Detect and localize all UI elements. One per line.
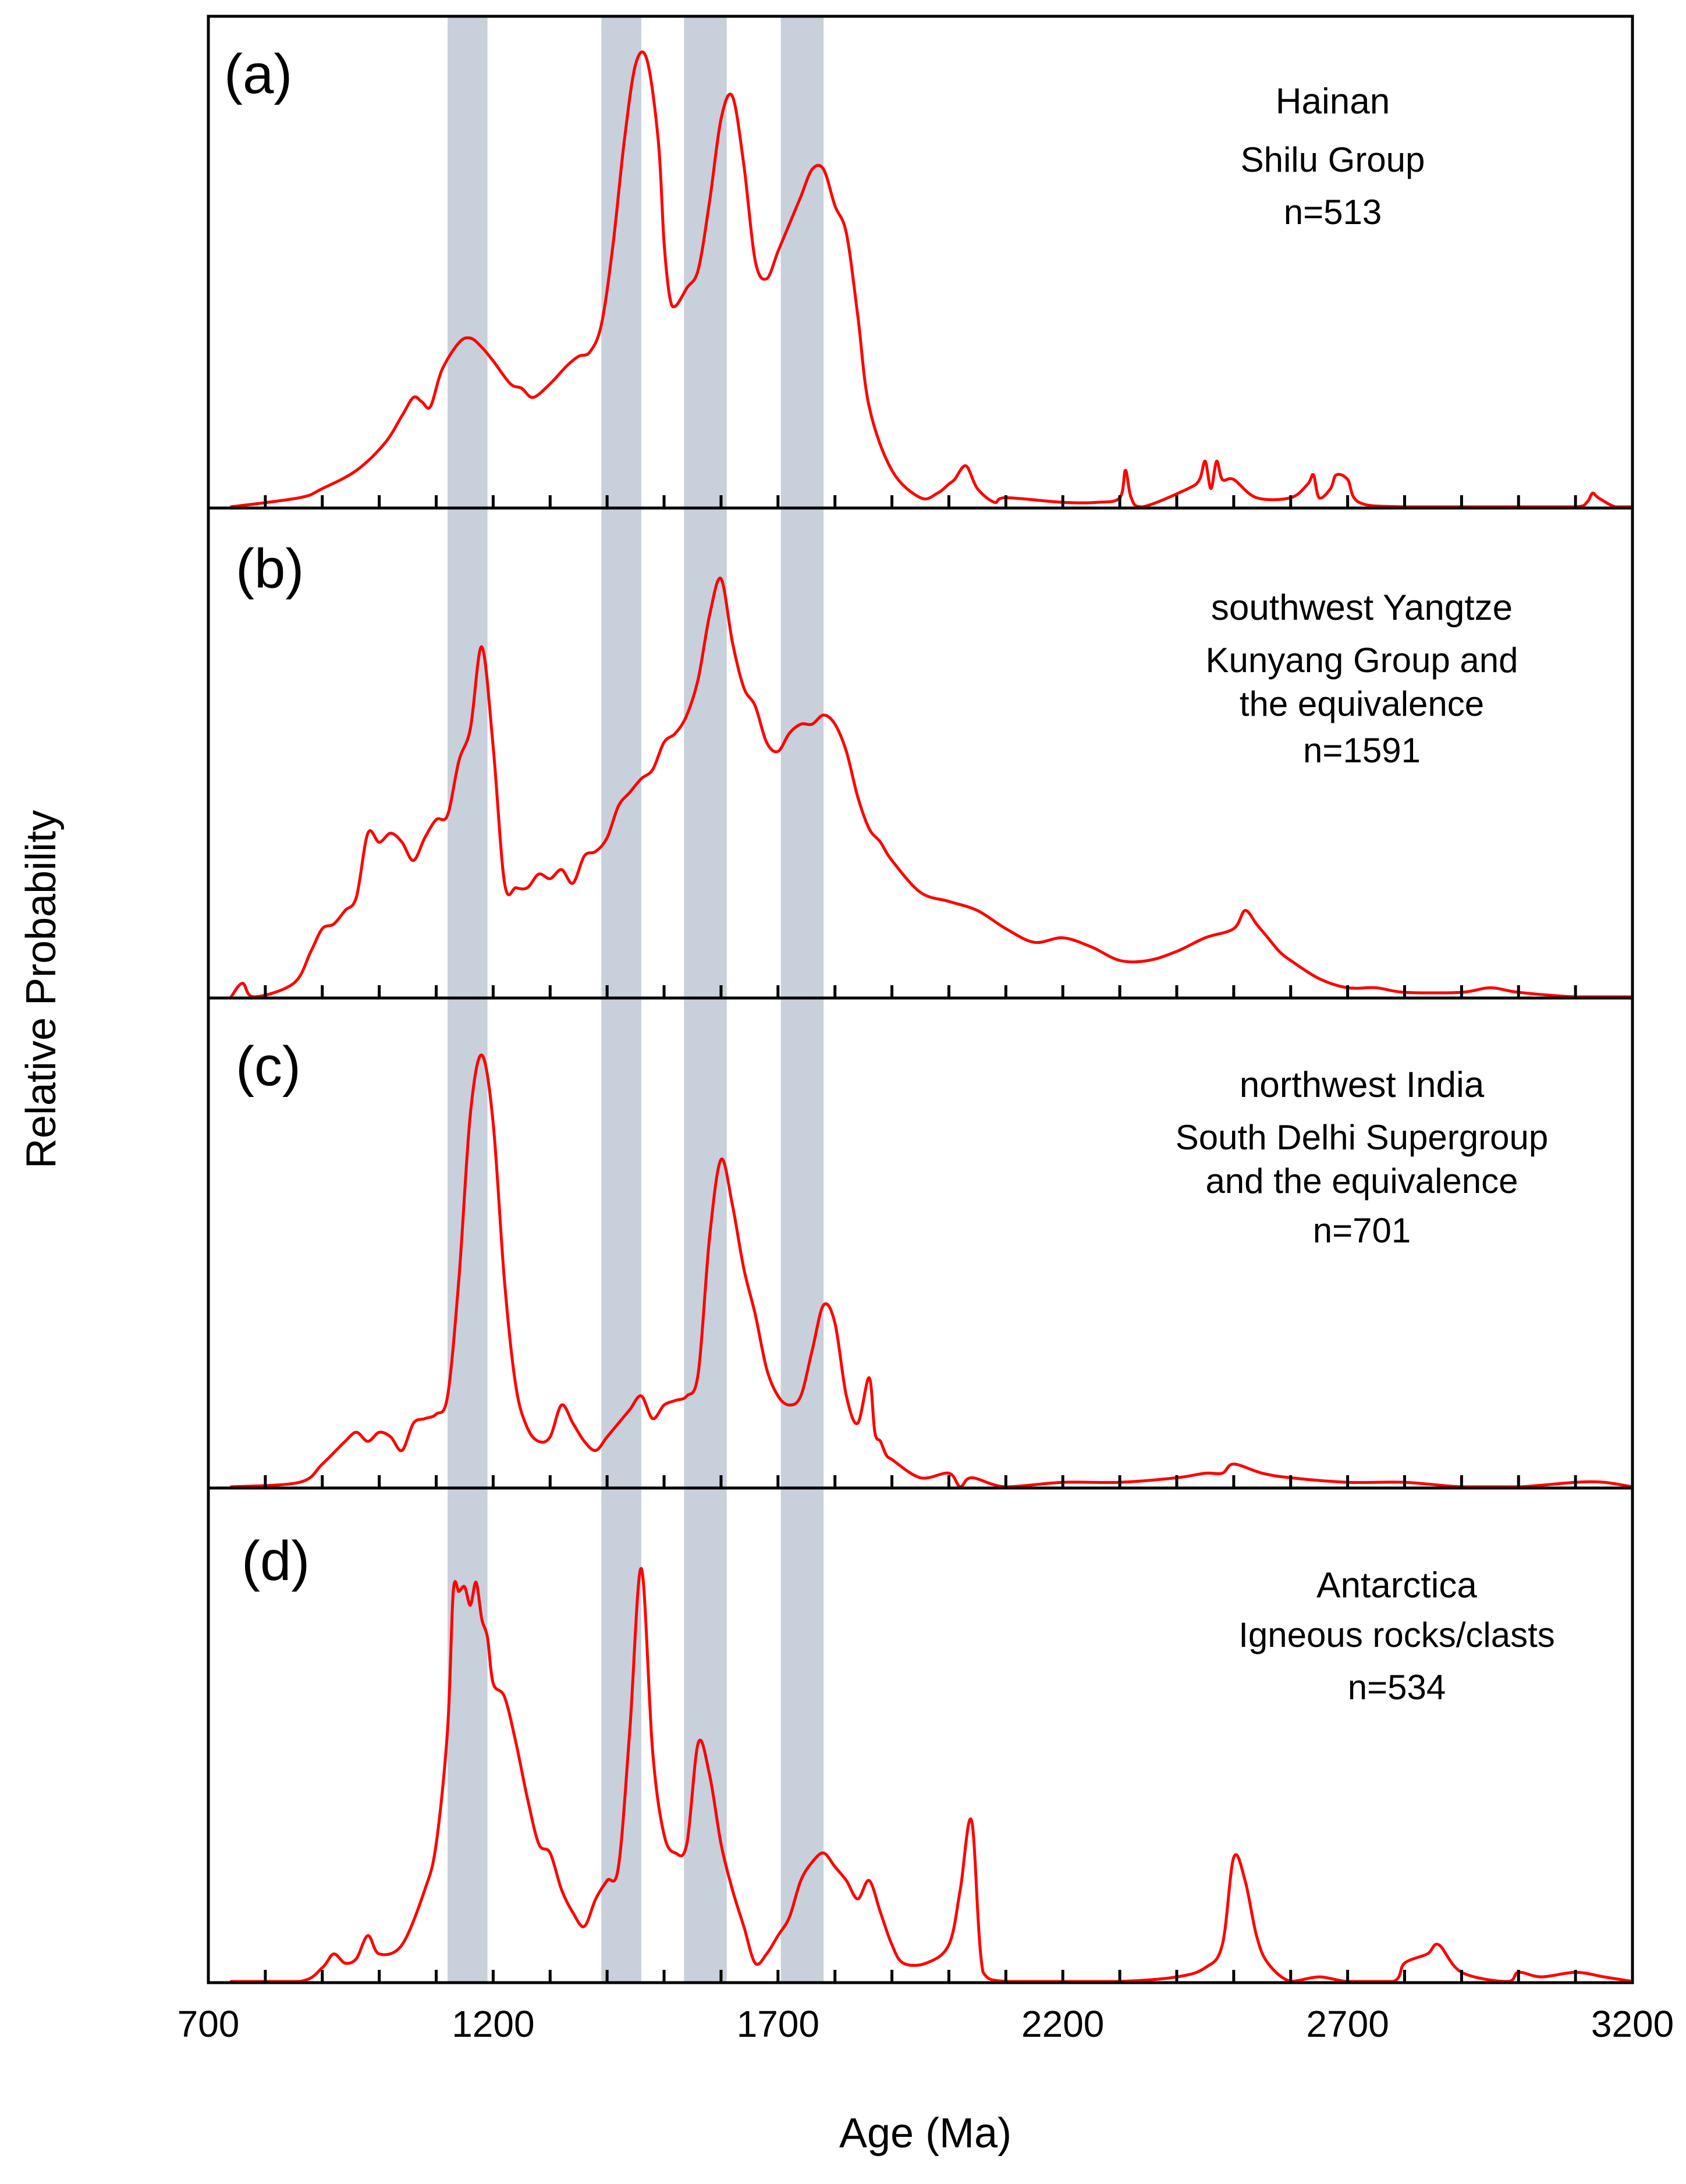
panel-d: (d) Antarctica Igneous rocks/clasts n=53…: [229, 1530, 1634, 1983]
panel-a-letter: (a): [224, 43, 292, 105]
panel-d-curve-group: [229, 1567, 1634, 1983]
panel-d-n-count: n=534: [1348, 1668, 1446, 1707]
y-axis-title: Relative Probability: [18, 810, 65, 1169]
panel-d-group-line-1: Igneous rocks/clasts: [1238, 1615, 1555, 1654]
panel-b: (b) southwest Yangtze Kunyang Group and …: [229, 538, 1634, 999]
panel-b-curve-group: [229, 576, 1634, 999]
panel-c-letter: (c): [236, 1035, 301, 1098]
panel-b-n-count: n=1591: [1303, 731, 1421, 770]
panel-d-frame: [207, 1486, 1634, 1984]
x-tick-label: 1700: [737, 2003, 819, 2045]
panel-b-group-line-2: the equivalence: [1240, 684, 1484, 723]
panel-a-frame: [207, 15, 1634, 510]
panel-b-group-line-1: Kunyang Group and: [1205, 641, 1518, 680]
panel-b-region: southwest Yangtze: [1211, 588, 1513, 628]
x-tick-label: 700: [178, 2003, 240, 2045]
panel-a: (a) Hainan Shilu Group n=513: [224, 43, 1634, 509]
panel-a-group-line-1: Shilu Group: [1241, 140, 1425, 179]
panel-c-group-line-1: South Delhi Supergroup: [1176, 1118, 1548, 1157]
panel-a-curve-group: [229, 50, 1634, 509]
x-tick-label: 2700: [1306, 2003, 1389, 2045]
panel-c: (c) northwest India South Delhi Supergro…: [229, 1035, 1634, 1489]
panel-c-probability-curve: [229, 1053, 1634, 1489]
panel-c-region: northwest India: [1240, 1065, 1485, 1105]
panel-c-group-line-2: and the equivalence: [1205, 1162, 1518, 1201]
panel-c-curve-group: [229, 1053, 1634, 1489]
x-axis-ticks: [264, 495, 1577, 1983]
panel-b-letter: (b): [236, 538, 304, 600]
panel-d-letter: (d): [242, 1530, 310, 1592]
panel-frames: [207, 15, 1634, 1984]
panel-b-probability-curve: [229, 576, 1634, 999]
x-axis-tick-labels: 700 1200 1700 2200 2700 3200: [178, 2003, 1674, 2045]
x-axis-title: Age (Ma): [839, 2110, 1011, 2157]
x-tick-label: 3200: [1591, 2003, 1674, 2045]
panel-a-probability-curve: [229, 50, 1634, 509]
x-tick-label: 1200: [452, 2003, 534, 2045]
panel-d-region: Antarctica: [1316, 1565, 1477, 1606]
panel-a-region: Hainan: [1276, 81, 1390, 122]
panel-a-n-count: n=513: [1284, 193, 1382, 232]
panel-c-n-count: n=701: [1313, 1211, 1411, 1250]
x-tick-label: 2200: [1021, 2003, 1104, 2045]
panel-d-probability-curve: [229, 1567, 1634, 1983]
